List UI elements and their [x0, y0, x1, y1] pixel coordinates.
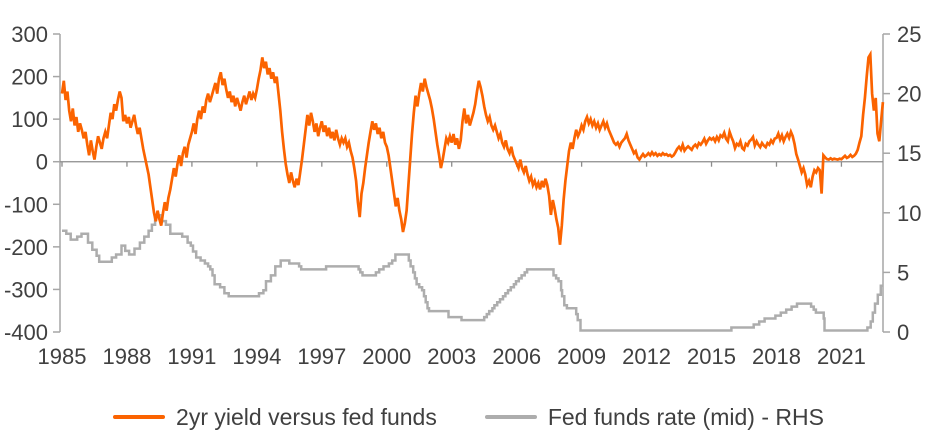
x-axis-tick-label: 2009	[557, 344, 606, 369]
right-axis-tick-label: 10	[897, 201, 921, 226]
right-axis-tick-label: 20	[897, 82, 921, 107]
x-axis-tick-label: 2018	[752, 344, 801, 369]
left-axis-tick-label: -300	[4, 277, 48, 302]
legend-label-fed-funds: Fed funds rate (mid) - RHS	[547, 403, 824, 430]
left-axis-tick-label: 0	[36, 150, 48, 175]
legend-item-2yr-spread: 2yr yield versus fed funds	[113, 403, 437, 430]
x-axis-tick-label: 1997	[297, 344, 346, 369]
legend-dash-gray-icon	[484, 415, 537, 419]
left-axis-tick-label: -100	[4, 192, 48, 217]
x-axis-tick-label: 1988	[102, 344, 151, 369]
left-axis-tick-label: 200	[11, 65, 48, 90]
legend-label-2yr-spread: 2yr yield versus fed funds	[176, 403, 437, 430]
x-axis-tick-label: 2000	[362, 344, 411, 369]
series-2yr-spread-line	[60, 49, 885, 245]
plot-area: 3002001000-100-200-300-40025201510501985…	[4, 22, 922, 369]
legend-item-fed-funds: Fed funds rate (mid) - RHS	[484, 403, 824, 430]
x-axis-tick-label: 2012	[622, 344, 671, 369]
legend: 2yr yield versus fed funds Fed funds rat…	[0, 401, 937, 433]
left-axis-tick-label: -400	[4, 320, 48, 345]
right-axis-tick-label: 15	[897, 141, 921, 166]
left-axis-tick-label: 100	[11, 107, 48, 132]
x-axis-tick-label: 2015	[687, 344, 736, 369]
x-axis-tick-label: 2021	[817, 344, 866, 369]
x-axis-tick-label: 1991	[167, 344, 216, 369]
left-axis-tick-label: 300	[11, 22, 48, 47]
left-axis-tick-label: -200	[4, 235, 48, 260]
series-fed-funds-line	[62, 213, 883, 332]
right-axis-tick-label: 25	[897, 22, 921, 47]
x-axis-tick-label: 1985	[38, 344, 87, 369]
right-axis-tick-label: 5	[897, 260, 909, 285]
x-axis-tick-label: 1994	[232, 344, 281, 369]
legend-dash-orange-icon	[113, 415, 166, 419]
x-axis-tick-label: 2006	[492, 344, 541, 369]
x-axis-tick-label: 2003	[427, 344, 476, 369]
right-axis-tick-label: 0	[897, 320, 909, 345]
